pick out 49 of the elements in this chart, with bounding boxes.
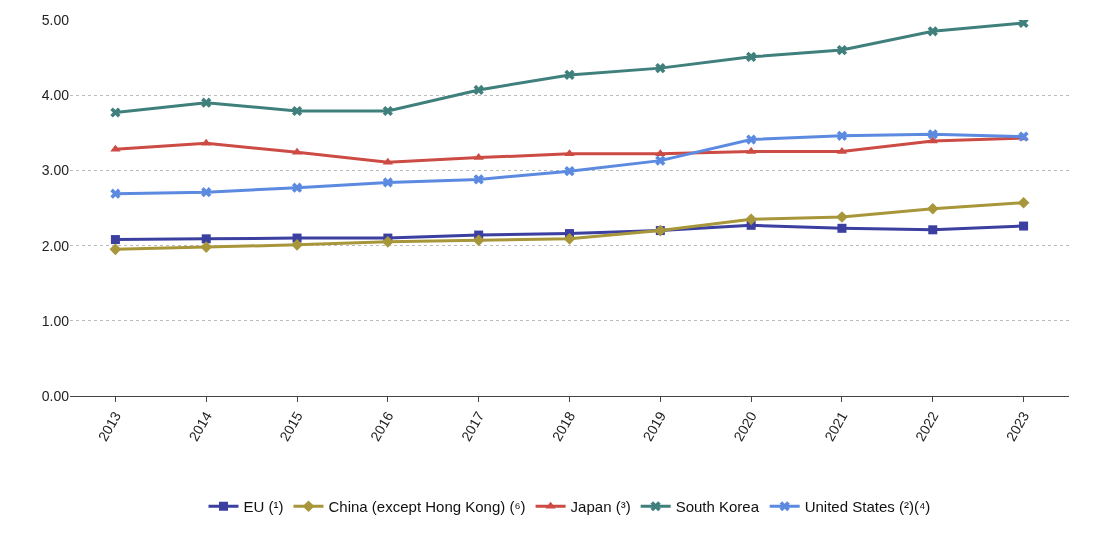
y-tick-label: 3.00 bbox=[41, 162, 70, 179]
point bbox=[109, 243, 122, 256]
point bbox=[110, 235, 120, 245]
point bbox=[564, 166, 575, 177]
point bbox=[836, 130, 848, 141]
point bbox=[291, 239, 303, 251]
point bbox=[110, 107, 121, 118]
point bbox=[564, 149, 575, 157]
point bbox=[1017, 196, 1030, 209]
y-tick-label: 5.00 bbox=[41, 11, 70, 28]
point bbox=[382, 177, 393, 188]
point bbox=[836, 44, 848, 56]
point bbox=[201, 234, 211, 244]
point bbox=[110, 188, 121, 199]
legend-label: South Korea bbox=[675, 498, 760, 516]
point bbox=[110, 144, 121, 152]
point bbox=[1019, 221, 1029, 231]
point bbox=[201, 138, 212, 146]
legend-label: EU (¹) bbox=[243, 498, 284, 516]
point bbox=[291, 105, 303, 117]
point bbox=[473, 84, 484, 96]
point bbox=[564, 69, 575, 80]
point bbox=[745, 213, 757, 226]
point bbox=[563, 232, 576, 245]
point bbox=[927, 136, 938, 144]
point bbox=[382, 105, 393, 117]
y-tick-label: 4.00 bbox=[41, 87, 70, 104]
legend-label: Japan (³) bbox=[570, 498, 631, 516]
point bbox=[201, 97, 212, 108]
point bbox=[927, 129, 938, 140]
point bbox=[382, 235, 394, 248]
legend-label: China (except Hong Kong) (⁶) bbox=[328, 498, 526, 516]
point bbox=[926, 202, 939, 215]
point bbox=[837, 223, 847, 233]
point bbox=[928, 225, 938, 235]
point bbox=[291, 182, 303, 193]
point bbox=[655, 63, 666, 74]
point bbox=[746, 51, 757, 62]
point bbox=[1018, 20, 1029, 29]
point bbox=[655, 155, 666, 166]
y-tick-label: 1.00 bbox=[41, 312, 70, 329]
point bbox=[655, 149, 666, 157]
point bbox=[473, 174, 484, 185]
legend-label: United States (²)(⁴) bbox=[804, 498, 931, 516]
point bbox=[201, 187, 212, 198]
y-tick-label: 2.00 bbox=[41, 237, 70, 254]
point bbox=[927, 26, 938, 37]
y-tick-label: 0.00 bbox=[41, 387, 70, 404]
point bbox=[746, 134, 757, 145]
